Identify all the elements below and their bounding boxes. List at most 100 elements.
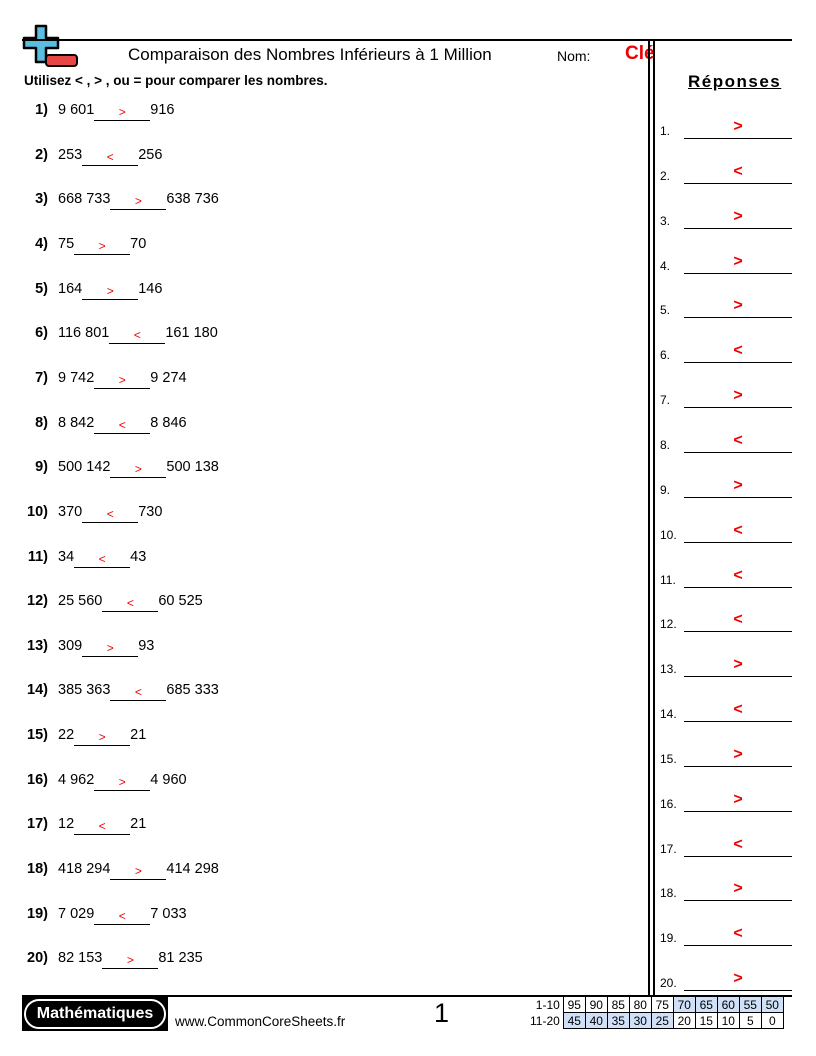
answer-item: 17. < [660,836,792,857]
score-cell: 85 [606,996,630,1013]
left-number: 385 363 [58,682,111,699]
problem-item: 3) 668 733 >638 736 [0,191,219,211]
name-value: Clé [625,43,655,64]
problem-item: 7) 9 742 >9 274 [0,370,187,389]
right-number: 414 298 [166,861,219,878]
answer-item: 15. > [660,746,792,767]
answer-value: < [684,522,792,543]
answer-number: 2. [660,168,671,183]
score-cell: 15 [694,1012,718,1029]
site-link[interactable]: www.CommonCoreSheets.fr [175,1014,346,1029]
name-label: Nom: [557,48,591,64]
answer-item: 6. < [660,343,792,364]
answer-item: 3. > [660,208,792,229]
answer-blank: < [110,685,167,702]
problem-number: 6) [35,325,48,342]
answer-value: < [684,343,792,364]
answer-item: 5. > [660,298,792,319]
right-number: 256 [138,146,163,163]
answer-value: > [684,208,792,229]
right-number: 730 [138,503,163,520]
answer-number: 4. [660,258,671,273]
right-number: 8 846 [150,414,187,431]
score-cell: 40 [584,1012,608,1029]
score-cell: 25 [650,1012,674,1029]
left-number: 500 142 [58,459,111,476]
answer-value: > [684,298,792,319]
left-number: 34 [58,548,75,565]
answer-value: < [684,612,792,633]
problem-item: 6) 116 801 <161 180 [0,325,218,345]
answer-blank: < [94,418,151,434]
problem-number: 8) [35,414,48,431]
right-number: 43 [130,548,147,565]
right-number: 916 [150,102,175,118]
score-cell: 95 [562,996,586,1013]
score-cell: 80 [628,996,652,1013]
answer-blank: > [94,373,151,389]
problem-number: 12) [27,593,48,610]
answer-blank: < [82,507,139,523]
right-number: 146 [138,280,163,297]
left-number: 7 029 [58,905,95,922]
answer-blank: < [102,596,159,613]
answer-value: > [684,971,792,992]
answer-number: 17. [660,841,677,856]
score-cell: 90 [584,996,608,1013]
problem-item: 8) 8 842 <8 846 [0,415,187,434]
score-cell: 70 [672,996,696,1013]
problem-item: 14) 385 363 <685 333 [0,682,219,702]
score-cell: 5 [738,1012,762,1029]
right-number: 70 [130,235,147,252]
problem-number: 20) [27,950,48,967]
answer-blank: > [82,284,139,300]
answer-value: < [684,567,792,588]
problem-item: 16) 4 962 >4 960 [0,772,187,791]
score-cell: 35 [606,1012,630,1029]
answer-number: 5. [660,303,671,318]
score-cell: 0 [760,1012,784,1029]
left-number: 12 [58,816,75,833]
problem-item: 1) 9 601 >916 [0,102,175,121]
score-cell: 75 [650,996,674,1013]
answer-number: 10. [660,527,677,542]
problem-item: 12) 25 560 <60 525 [0,593,203,613]
left-number: 4 962 [58,771,95,788]
answer-item: 10. < [660,522,792,543]
answer-number: 1. [660,124,671,138]
answers-title: Réponses [688,72,782,91]
right-number: 60 525 [158,593,203,610]
problem-item: 11) 34 <43 [0,549,146,568]
answer-item: 4. > [660,253,792,274]
problem-number: 3) [35,191,48,208]
brand-label: Mathématiques [24,999,166,1029]
answer-number: 7. [660,393,671,408]
right-number: 7 033 [150,905,187,922]
score-cell: 20 [672,1012,696,1029]
problem-number: 9) [35,459,48,476]
answer-value: < [684,926,792,947]
right-number: 9 274 [150,369,187,386]
answer-number: 16. [660,796,677,811]
answer-blank: > [110,864,167,881]
problem-item: 17) 12 <21 [0,816,146,836]
answer-number: 8. [660,437,671,452]
score-cell: 60 [716,996,740,1013]
problem-item: 5) 164 >146 [0,281,162,300]
answer-item: 14. < [660,702,792,723]
problem-item: 19) 7 029 <7 033 [0,906,187,925]
answer-value: < [684,163,792,184]
problem-number: 2) [35,146,48,163]
answer-value: < [684,836,792,857]
answer-blank: > [82,641,139,657]
score-row-label: 11-20 [530,1013,560,1028]
answer-item: 20. > [660,971,792,992]
right-number: 638 736 [166,191,219,208]
answer-blank: < [82,150,139,166]
answer-blank: > [74,239,131,255]
left-number: 309 [58,637,83,654]
problem-number: 16) [27,771,48,788]
problem-number: 11) [27,548,48,565]
answer-number: 12. [660,617,677,632]
answer-item: 18. > [660,881,792,902]
